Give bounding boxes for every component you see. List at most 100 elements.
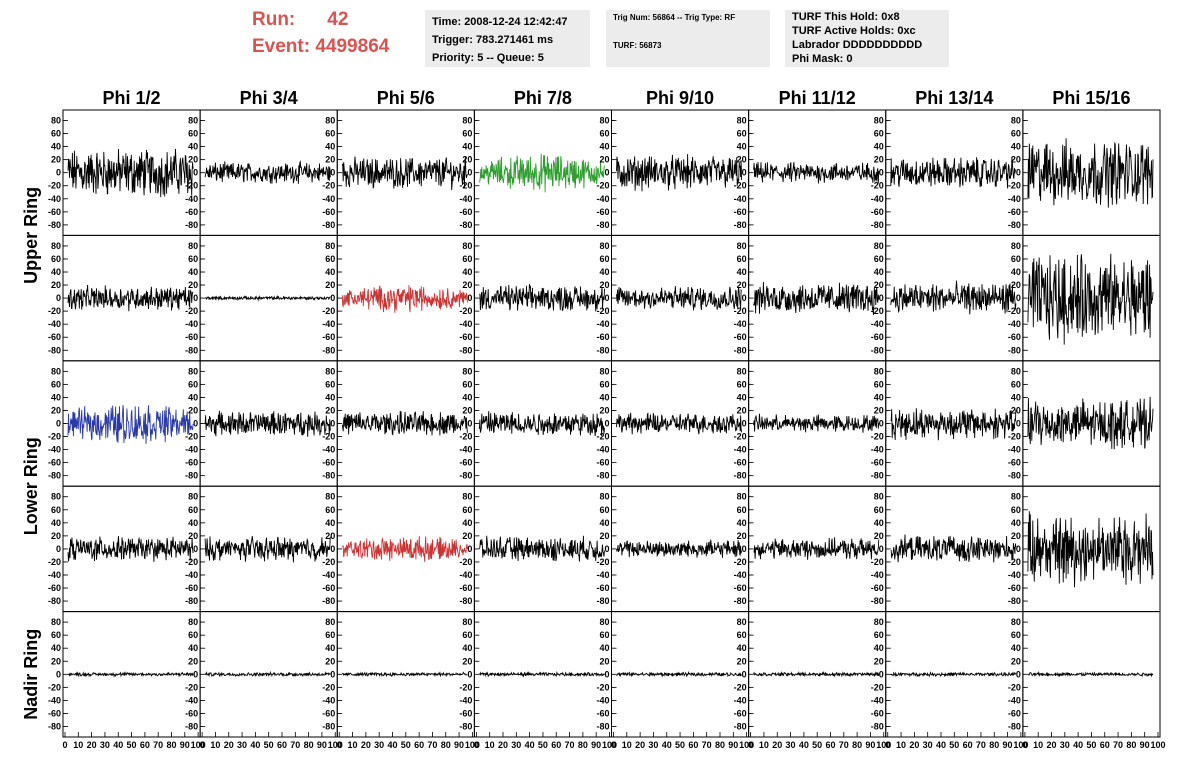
x-tick-label: 70 [1113, 740, 1123, 750]
y-tick-label: -20 [734, 181, 747, 191]
y-tick-label: 0 [193, 669, 198, 679]
y-tick-label: -20 [48, 181, 61, 191]
waveform-trace [341, 671, 468, 678]
y-tick-label: -60 [871, 708, 884, 718]
y-tick-label: 60 [874, 129, 884, 139]
y-tick-label: 40 [325, 392, 335, 402]
ring-label: Lower Ring [21, 437, 41, 535]
y-tick-label: -60 [48, 583, 61, 593]
y-tick-label: 60 [874, 630, 884, 640]
y-tick-label: 60 [874, 254, 884, 264]
y-tick-label: 80 [1011, 617, 1021, 627]
y-tick-label: -20 [871, 682, 884, 692]
y-tick-label: 60 [325, 379, 335, 389]
x-tick-label: 60 [688, 740, 698, 750]
y-tick-label: -80 [734, 345, 747, 355]
y-tick-label: -40 [322, 194, 335, 204]
y-tick-label: -20 [1008, 181, 1021, 191]
x-tick-label: 60 [277, 740, 287, 750]
x-tick-label: 70 [976, 740, 986, 750]
y-tick-label: -80 [596, 220, 609, 230]
y-tick-label: 60 [462, 630, 472, 640]
y-tick-label: -20 [871, 306, 884, 316]
x-tick-label: 10 [759, 740, 769, 750]
column-header: Phi 11/12 [779, 88, 856, 108]
y-tick-label: 60 [599, 505, 609, 515]
y-tick-label: 20 [325, 280, 335, 290]
run-value: 42 [327, 9, 349, 30]
y-tick-label: 20 [599, 280, 609, 290]
y-tick-label: -40 [185, 319, 198, 329]
column-header: Phi 9/10 [646, 88, 714, 108]
y-tick-label: -80 [871, 220, 884, 230]
y-tick-label: -40 [185, 194, 198, 204]
y-tick-label: 80 [325, 116, 335, 126]
y-tick-label: 80 [188, 617, 198, 627]
y-tick-label: 20 [188, 155, 198, 165]
x-tick-label: 10 [485, 740, 495, 750]
x-tick-label: 50 [812, 740, 822, 750]
y-tick-label: 40 [188, 518, 198, 528]
y-tick-label: 60 [874, 379, 884, 389]
y-tick-label: 40 [51, 518, 61, 528]
y-tick-label: -20 [459, 432, 472, 442]
y-tick-label: -80 [185, 220, 198, 230]
y-tick-label: 40 [188, 643, 198, 653]
y-tick-label: -80 [734, 220, 747, 230]
x-tick-label: 40 [936, 740, 946, 750]
y-tick-label: 0 [56, 419, 61, 429]
y-tick-label: -80 [596, 721, 609, 731]
waveform-trace [1027, 253, 1154, 345]
y-tick-label: -20 [48, 306, 61, 316]
y-tick-label: 40 [737, 518, 747, 528]
y-tick-label: -20 [596, 682, 609, 692]
y-tick-label: 80 [874, 617, 884, 627]
y-tick-label: -80 [185, 596, 198, 606]
y-tick-label: 80 [188, 366, 198, 376]
column-header: Phi 5/6 [377, 88, 435, 108]
y-tick-label: -60 [1008, 332, 1021, 342]
y-tick-label: 60 [51, 254, 61, 264]
x-tick-label: 50 [264, 740, 274, 750]
y-tick-label: -80 [1008, 721, 1021, 731]
y-tick-label: -20 [322, 181, 335, 191]
y-tick-label: -40 [871, 445, 884, 455]
y-tick-label: 80 [599, 241, 609, 251]
y-tick-label: 60 [188, 129, 198, 139]
y-tick-label: -60 [322, 458, 335, 468]
y-tick-label: 20 [325, 155, 335, 165]
y-tick-label: -60 [596, 583, 609, 593]
waveform-trace [204, 410, 331, 437]
y-tick-label: -40 [1008, 445, 1021, 455]
y-tick-label: 80 [188, 241, 198, 251]
y-tick-label: 80 [325, 366, 335, 376]
y-tick-label: 20 [1011, 280, 1021, 290]
y-tick-label: -60 [1008, 207, 1021, 217]
event-label: Event: [252, 36, 311, 57]
y-tick-label: -60 [1008, 708, 1021, 718]
x-tick-label: 0 [1022, 740, 1027, 750]
info-trigger: Trigger: 783.271461 ms [432, 34, 554, 46]
y-tick-label: 20 [462, 155, 472, 165]
y-tick-label: -80 [734, 471, 747, 481]
y-tick-label: 0 [193, 419, 198, 429]
y-tick-label: -20 [596, 557, 609, 567]
y-tick-label: 0 [193, 168, 198, 178]
x-tick-label: 30 [237, 740, 247, 750]
y-tick-label: -20 [734, 682, 747, 692]
y-tick-label: 60 [1011, 630, 1021, 640]
y-tick-label: 80 [51, 492, 61, 502]
y-tick-label: 0 [879, 168, 884, 178]
y-tick-label: -80 [596, 596, 609, 606]
waveform-trace [753, 281, 880, 316]
y-tick-label: 40 [51, 392, 61, 402]
y-tick-label: -20 [48, 557, 61, 567]
x-tick-label: 60 [825, 740, 835, 750]
waveform-trace [753, 537, 880, 560]
y-tick-label: 20 [462, 405, 472, 415]
waveform-trace [341, 536, 468, 562]
y-tick-label: 40 [325, 518, 335, 528]
y-tick-label: -60 [459, 583, 472, 593]
x-tick-label: 80 [304, 740, 314, 750]
y-tick-label: -40 [734, 695, 747, 705]
